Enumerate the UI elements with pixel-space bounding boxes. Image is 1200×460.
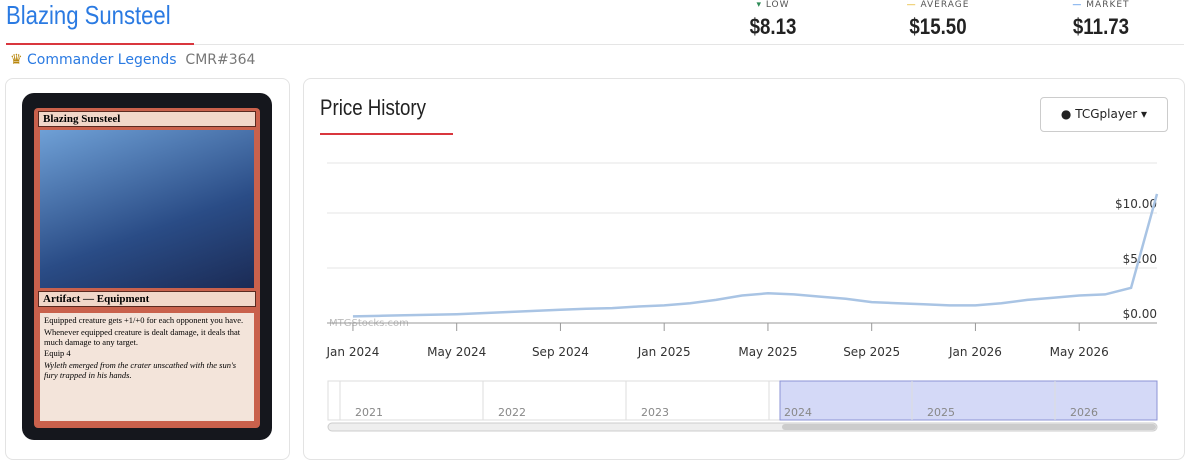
source-label: TCGplayer — [1075, 107, 1138, 121]
price-line — [352, 193, 1159, 318]
stat-value: $8.13 — [749, 14, 797, 39]
rules-text: Equip 4 — [44, 348, 71, 359]
stat: ▾ LOW $8.13 — [708, 0, 838, 40]
rule — [194, 44, 1184, 45]
set-link[interactable]: Commander Legends — [27, 52, 177, 68]
card-type: Artifact — Equipment — [38, 291, 256, 307]
stat: — MARKET $11.73 — [1036, 0, 1166, 40]
x-tick-label: Sep 2024 — [532, 345, 589, 359]
title-underline — [6, 43, 194, 45]
navigator-selection[interactable] — [779, 380, 1158, 421]
x-tick-label: Jan 2026 — [948, 345, 1002, 359]
y-tick-label: $0.00 — [1123, 307, 1157, 321]
flavor-text: Wyleth emerged from the crater unscathed… — [44, 360, 237, 380]
stat-value: $11.73 — [1072, 14, 1130, 39]
price-history-title: Price History — [320, 95, 426, 120]
x-tick-label: Jan 2025 — [637, 345, 691, 359]
x-tick-label: Jan 2024 — [326, 345, 380, 359]
navigator-year: 2021 — [355, 406, 383, 419]
card-name: Blazing Sunsteel — [38, 111, 256, 127]
stat: — AVERAGE $15.50 — [873, 0, 1003, 40]
stat-value: $15.50 — [909, 14, 967, 39]
navigator-year: 2023 — [641, 406, 669, 419]
stat-label: AVERAGE — [920, 0, 970, 10]
title-underline — [320, 133, 453, 135]
scrollbar-thumb[interactable] — [782, 424, 1156, 430]
y-tick-label: $10.00 — [1115, 197, 1157, 211]
navigator-year: 2022 — [498, 406, 526, 419]
set-line: ♛ Commander Legends CMR#364 — [10, 52, 256, 68]
navigator-year: 2024 — [784, 406, 812, 419]
stat-label: LOW — [765, 0, 790, 10]
card-art — [40, 130, 254, 288]
rules-text: Whenever equipped creature is dealt dama… — [44, 326, 241, 347]
set-code: CMR#364 — [185, 52, 256, 68]
x-tick-label: May 2026 — [1050, 345, 1109, 359]
navigator-year: 2026 — [1070, 406, 1098, 419]
card-title: Blazing Sunsteel — [6, 0, 171, 30]
page: Blazing Sunsteel ▾ LOW $8.13 — AVERAGE $15… — [5, 0, 1185, 460]
navigator-year: 2025 — [927, 406, 955, 419]
x-tick-label: May 2024 — [427, 345, 486, 359]
x-tick-label: May 2025 — [738, 345, 797, 359]
source-dropdown[interactable]: ● TCGplayer ▾ — [1040, 97, 1168, 132]
card-text: Equipped creature gets +1/+0 for each op… — [40, 313, 254, 421]
rules-text: Equipped creature gets +1/+0 for each op… — [44, 315, 244, 325]
x-tick-label: Sep 2025 — [843, 345, 900, 359]
stat-label: MARKET — [1086, 0, 1130, 10]
